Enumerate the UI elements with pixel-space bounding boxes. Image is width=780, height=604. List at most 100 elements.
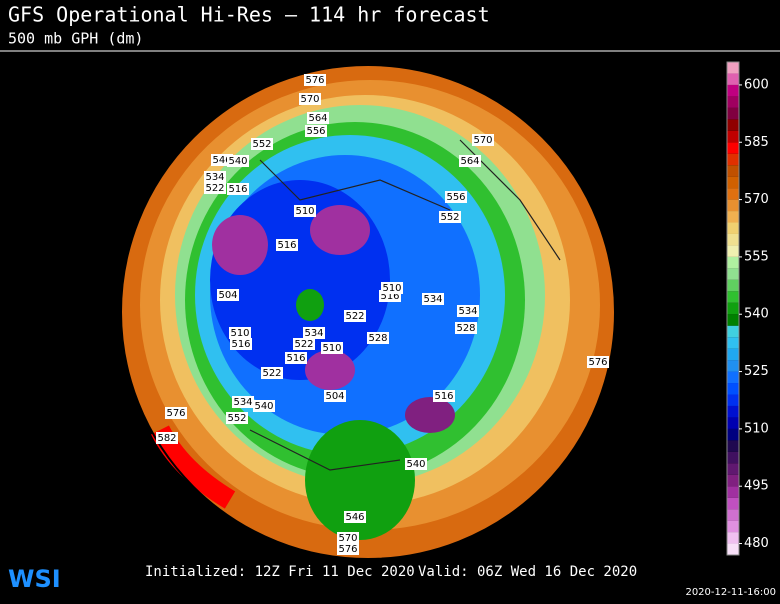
colorbar-segment [727,153,739,166]
contour-label: 528 [456,323,475,334]
contour-label-box [344,511,366,523]
colorbar-segment [727,383,739,395]
contour-label-box [276,239,298,251]
contour-label-box [587,356,609,368]
contour-label-box [439,211,461,223]
colorbar-segment [727,73,739,85]
contour-label: 516 [231,339,250,350]
colorbar-segment [727,142,739,154]
contour-label: 522 [294,339,313,350]
contour-label-box [165,407,187,419]
contour-label-box [457,305,479,317]
colorbar-segment [727,211,739,223]
colorbar-segment [727,486,739,498]
initialized: Initialized: 12Z Fri 11 Dec 2020 [145,564,415,580]
colorbar-segment [727,371,739,384]
colorbar-segment [727,302,739,315]
contour-label-box [230,338,252,350]
contour-label: 582 [157,433,176,444]
contour-label-box [367,332,389,344]
contour-label: 516 [228,184,247,195]
contour-label: 576 [588,357,607,368]
contour-label-box [204,171,226,183]
colorbar-segment [727,130,739,143]
colorbar-segment [727,451,739,464]
contour-label-box [251,138,273,150]
contour-label: 504 [218,290,237,301]
contour-label-box [285,352,307,364]
contour-label: 556 [306,126,325,137]
colorbar-segment [727,245,739,257]
contour-label: 576 [305,75,324,86]
contour-label: 510 [295,206,314,217]
colorbar-segment [727,394,739,406]
colorbar-segment [727,107,739,120]
colorbar-segment [727,96,739,108]
contour-label-box [422,293,444,305]
colorbar-segment [727,268,739,280]
colorbar-segment [727,176,739,189]
contour-label: 576 [166,408,185,419]
contour-label: 522 [262,368,281,379]
contour-label-box [307,112,329,124]
contour-label: 534 [304,328,323,339]
contour-label: 534 [233,397,252,408]
colorbar-segment [727,474,739,487]
logo: WSI [8,565,61,593]
timestamp: 2020-12-11-16:00 [685,587,776,598]
contour-label: 552 [252,139,271,150]
contour-label-box [261,367,283,379]
colorbar-segment [727,84,739,97]
contour-label: 534 [205,172,224,183]
contour-label-box [253,400,275,412]
colorbar-segment [727,279,739,292]
colorbar-segment [727,291,739,303]
contour-label-box [304,74,326,86]
colorbar-segment [727,199,739,212]
colorbar-segment [727,62,739,74]
contour-label: 564 [308,113,327,124]
colorbar-segment [727,497,739,510]
contour-label: 564 [460,156,479,167]
contour-label-box [337,543,359,555]
contour-label: 556 [446,192,465,203]
colorbar-tick-label: 540 [744,307,769,322]
title: GFS Operational Hi-Res – 114 hr forecast [8,3,490,27]
colorbar-tick-label: 585 [744,135,769,150]
contour-label: 540 [406,459,425,470]
colorbar-tick-label: 510 [744,421,769,436]
colorbar-segment [727,463,739,475]
colorbar-segment [727,440,739,452]
contour-label-box [305,125,327,137]
contour-label-box [381,282,403,294]
colorbar-segment [727,188,739,200]
colorbar-tick-label: 495 [744,479,769,494]
contour-label-box [229,327,251,339]
contour-label: 510 [382,283,401,294]
colorbar-tick-label: 600 [744,77,769,92]
colorbar-segment [727,509,739,521]
colorbar-segment [727,165,739,177]
colorbar-segment [727,520,739,533]
contour-label: 552 [440,212,459,223]
contour-label: 510 [322,343,341,354]
contour-label-box [227,155,249,167]
contour-label-box [472,134,494,146]
colorbar-segment [727,222,739,234]
contour-label: 516 [434,391,453,402]
contour-label-box [293,338,315,350]
contour-label-box [455,322,477,334]
contour-label: 528 [368,333,387,344]
contour-label: 516 [277,240,296,251]
colorbar-tick-label: 525 [744,364,769,379]
colorbar-segment [727,119,739,131]
contour-label: 576 [338,544,357,555]
contour-label: 540 [228,156,247,167]
contour-label: 516 [286,353,305,364]
contour-label: 570 [300,94,319,105]
contour-label: 522 [205,183,224,194]
colorbar-frame [726,61,740,556]
contour-label-box [156,432,178,444]
